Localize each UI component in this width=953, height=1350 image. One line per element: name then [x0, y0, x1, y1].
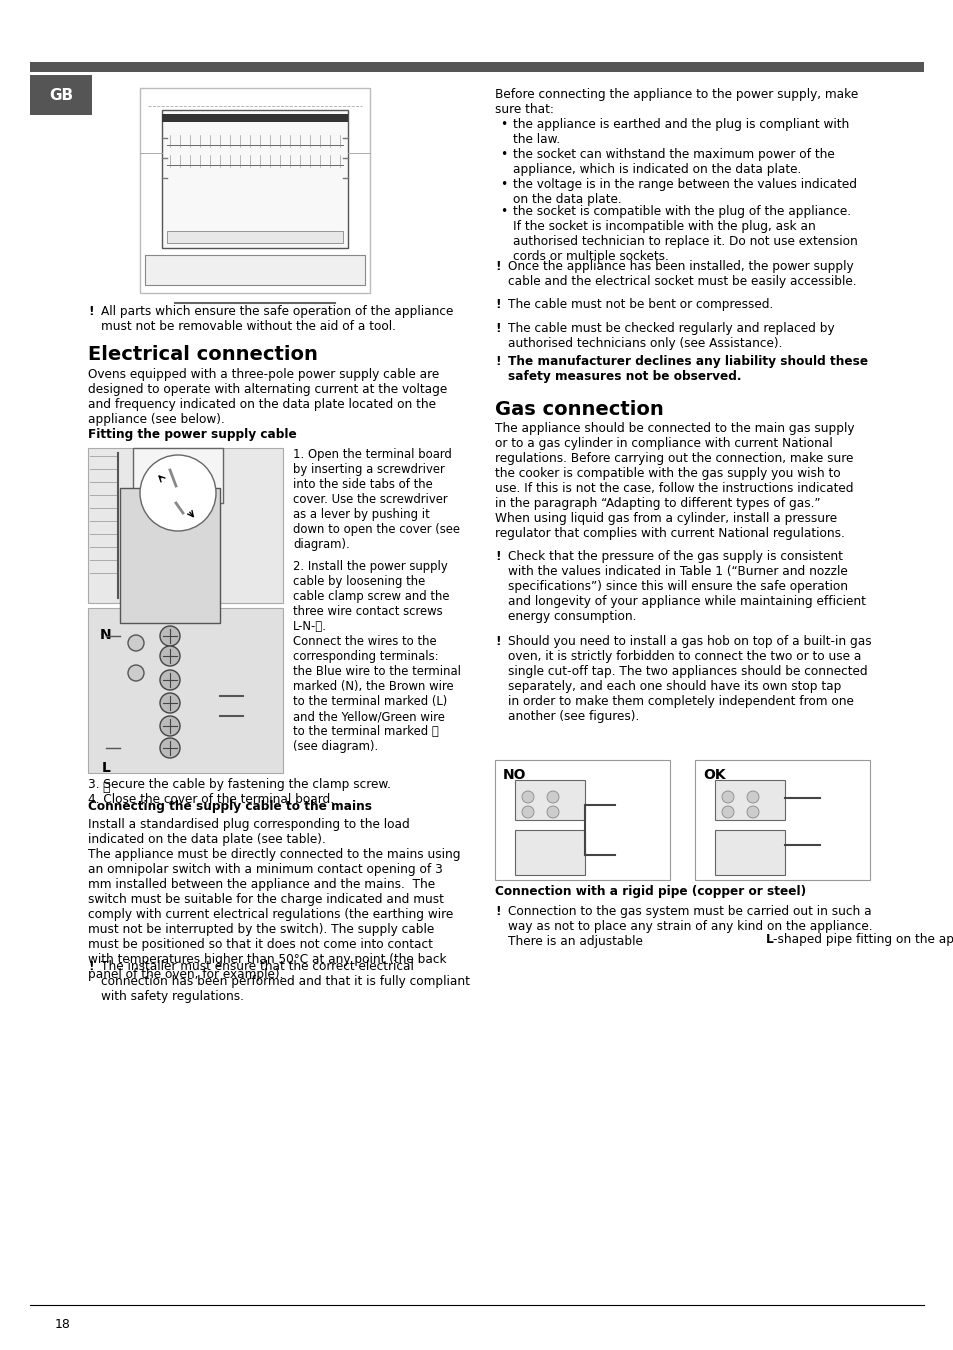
Circle shape	[746, 791, 759, 803]
Bar	[145, 255, 365, 285]
Circle shape	[546, 806, 558, 818]
Text: Electrical connection: Electrical connection	[88, 346, 317, 365]
Bar	[88, 608, 283, 774]
Text: !: !	[495, 261, 500, 273]
Text: The manufacturer declines any liability should these
safety measures not be obse: The manufacturer declines any liability …	[507, 355, 867, 383]
Circle shape	[140, 455, 215, 531]
Text: All parts which ensure the safe operation of the appliance
must not be removable: All parts which ensure the safe operatio…	[101, 305, 453, 333]
Circle shape	[721, 791, 733, 803]
Bar	[88, 448, 283, 603]
Text: Once the appliance has been installed, the power supply
cable and the electrical: Once the appliance has been installed, t…	[507, 261, 856, 288]
Text: The installer must ensure that the correct electrical
connection has been perfor: The installer must ensure that the corre…	[101, 960, 470, 1003]
Text: Check that the pressure of the gas supply is consistent
with the values indicate: Check that the pressure of the gas suppl…	[507, 549, 865, 622]
Bar	[495, 760, 669, 880]
Bar	[515, 830, 584, 875]
Text: Gas connection: Gas connection	[495, 400, 663, 418]
Text: 18: 18	[55, 1319, 71, 1331]
Text: L: L	[765, 933, 773, 946]
Text: 3. Secure the cable by fastening the clamp screw.
4. Close the cover of the term: 3. Secure the cable by fastening the cla…	[88, 778, 391, 806]
Circle shape	[521, 806, 534, 818]
Text: Should you need to install a gas hob on top of a built-in gas
oven, it is strict: Should you need to install a gas hob on …	[507, 634, 871, 724]
Text: 1. Open the terminal board
by inserting a screwdriver
into the side tabs of the
: 1. Open the terminal board by inserting …	[293, 448, 459, 551]
Text: !: !	[88, 305, 93, 319]
Text: the socket can withstand the maximum power of the
appliance, which is indicated : the socket can withstand the maximum pow…	[513, 148, 834, 176]
Text: NO: NO	[502, 768, 526, 782]
Bar	[120, 487, 220, 622]
Bar	[162, 109, 348, 248]
Text: !: !	[495, 634, 500, 648]
Bar	[30, 62, 923, 72]
Text: Connecting the supply cable to the mains: Connecting the supply cable to the mains	[88, 801, 372, 813]
Text: The appliance should be connected to the main gas supply
or to a gas cylinder in: The appliance should be connected to the…	[495, 423, 854, 540]
Circle shape	[546, 791, 558, 803]
Text: •: •	[499, 117, 507, 131]
Bar	[140, 88, 370, 293]
Text: The cable must be checked regularly and replaced by
authorised technicians only : The cable must be checked regularly and …	[507, 323, 834, 350]
Circle shape	[521, 791, 534, 803]
Text: the voltage is in the range between the values indicated
on the data plate.: the voltage is in the range between the …	[513, 178, 856, 207]
Bar	[515, 780, 584, 819]
Text: !: !	[495, 355, 500, 369]
Text: !: !	[495, 298, 500, 311]
Text: !: !	[495, 323, 500, 335]
Bar	[714, 830, 784, 875]
Circle shape	[160, 670, 180, 690]
Bar	[695, 760, 869, 880]
Circle shape	[160, 693, 180, 713]
Text: !: !	[88, 960, 93, 973]
Text: OK: OK	[702, 768, 725, 782]
Text: Fitting the power supply cable: Fitting the power supply cable	[88, 428, 296, 441]
Text: GB: GB	[49, 88, 73, 103]
Text: Connection to the gas system must be carried out in such a
way as not to place a: Connection to the gas system must be car…	[507, 904, 872, 948]
Text: •: •	[499, 178, 507, 190]
Text: ⏚: ⏚	[102, 782, 110, 794]
Text: The cable must not be bent or compressed.: The cable must not be bent or compressed…	[507, 298, 773, 311]
Circle shape	[128, 634, 144, 651]
Text: •: •	[499, 205, 507, 217]
Circle shape	[160, 738, 180, 757]
Text: the socket is compatible with the plug of the appliance.
If the socket is incomp: the socket is compatible with the plug o…	[513, 205, 857, 263]
Text: L: L	[101, 761, 111, 775]
Text: Connection with a rigid pipe (copper or steel): Connection with a rigid pipe (copper or …	[495, 886, 805, 898]
Circle shape	[721, 806, 733, 818]
Circle shape	[128, 666, 144, 680]
Text: 2. Install the power supply
cable by loosening the
cable clamp screw and the
thr: 2. Install the power supply cable by loo…	[293, 560, 460, 753]
Bar	[162, 113, 348, 122]
Text: Ovens equipped with a three-pole power supply cable are
designed to operate with: Ovens equipped with a three-pole power s…	[88, 369, 447, 427]
Bar	[167, 231, 343, 243]
Text: Install a standardised plug corresponding to the load
indicated on the data plat: Install a standardised plug correspondin…	[88, 818, 460, 981]
Bar	[30, 76, 91, 115]
Text: the appliance is earthed and the plug is compliant with
the law.: the appliance is earthed and the plug is…	[513, 117, 848, 146]
Circle shape	[746, 806, 759, 818]
Circle shape	[160, 716, 180, 736]
Text: Before connecting the appliance to the power supply, make
sure that:: Before connecting the appliance to the p…	[495, 88, 858, 116]
Text: -shaped pipe fitting on the appliance: -shaped pipe fitting on the appliance	[772, 933, 953, 946]
Bar	[132, 448, 223, 504]
Text: !: !	[495, 904, 500, 918]
Bar	[714, 780, 784, 819]
Circle shape	[160, 647, 180, 666]
Circle shape	[160, 626, 180, 647]
Text: !: !	[495, 549, 500, 563]
Text: •: •	[499, 148, 507, 161]
Text: N: N	[100, 628, 112, 643]
